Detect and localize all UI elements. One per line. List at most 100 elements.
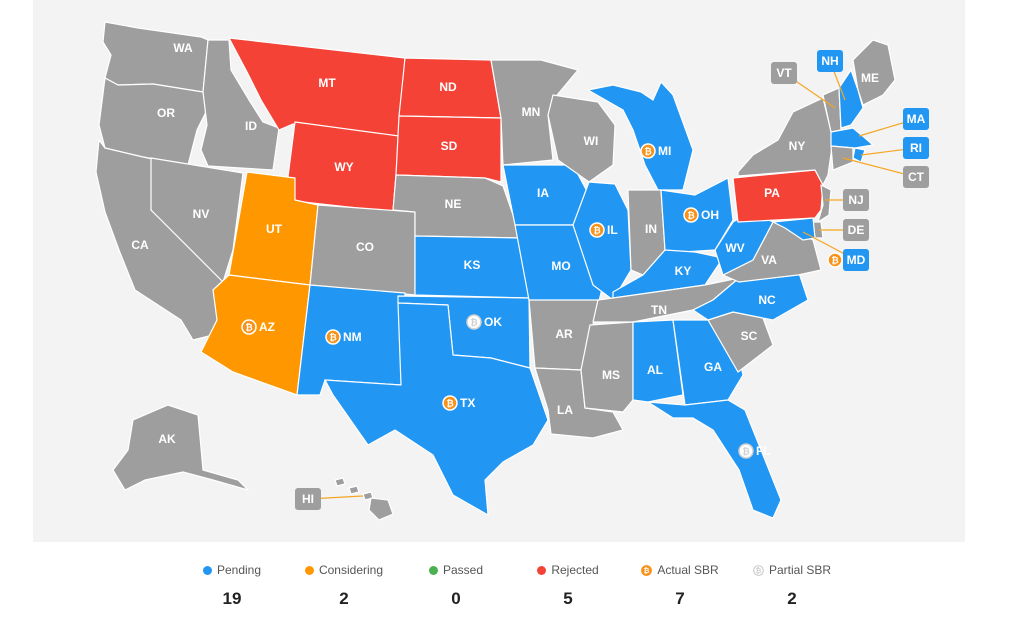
state-label-ky: KY <box>675 264 692 278</box>
state-label-ia: IA <box>537 186 549 200</box>
state-ms[interactable] <box>580 321 634 413</box>
state-label-oh: OH <box>701 208 719 222</box>
legend-key: Considering <box>304 560 384 580</box>
state-label-ut: UT <box>266 222 283 236</box>
state-label-in: IN <box>645 222 657 236</box>
state-nj[interactable] <box>817 184 832 223</box>
svg-text:₿: ₿ <box>644 567 650 575</box>
legend-item-pending[interactable]: Pending 19 <box>176 560 288 620</box>
state-label-ct: CT <box>908 170 925 184</box>
svg-text:₿: ₿ <box>756 567 762 575</box>
svg-text:₿: ₿ <box>644 147 651 158</box>
state-nh[interactable] <box>838 69 864 129</box>
state-label-or: OR <box>157 106 175 120</box>
state-badge-hi[interactable]: HI <box>295 488 321 510</box>
state-or[interactable] <box>98 77 209 166</box>
legend-item-partial-sbr[interactable]: ₿ Partial SBR 2 <box>736 560 848 620</box>
state-tx[interactable] <box>324 302 549 516</box>
bitcoin-icon-oh: ₿ <box>683 207 699 223</box>
state-badge-md[interactable]: MD <box>843 249 869 271</box>
state-nv[interactable] <box>150 157 244 283</box>
passed-dot-icon <box>428 565 438 575</box>
state-mi[interactable] <box>587 81 694 191</box>
state-hi[interactable] <box>334 477 394 521</box>
state-label-de: DE <box>848 223 865 237</box>
state-label-co: CO <box>356 240 374 254</box>
state-label-nd: ND <box>439 80 457 94</box>
state-label-mi: MI <box>658 144 671 158</box>
state-badge-nj[interactable]: NJ <box>843 189 869 211</box>
state-label-md: MD <box>847 253 866 267</box>
legend-item-passed[interactable]: Passed 0 <box>400 560 512 620</box>
legend-label: Rejected <box>551 563 599 577</box>
bitcoin-outline-icon: ₿ <box>753 564 764 576</box>
legend-label: Passed <box>442 563 484 577</box>
state-md[interactable] <box>772 217 816 241</box>
bitcoin-icon: ₿ <box>641 564 653 576</box>
legend-label: Considering <box>318 563 384 577</box>
state-label-mn: MN <box>522 105 541 119</box>
legend-item-considering[interactable]: Considering 2 <box>288 560 400 620</box>
state-label-ks: KS <box>464 258 481 272</box>
state-badge-ct[interactable]: CT <box>903 166 929 188</box>
state-badge-ma[interactable]: MA <box>903 108 929 130</box>
state-badge-vt[interactable]: VT <box>771 62 797 84</box>
state-ny[interactable] <box>737 97 834 186</box>
state-az[interactable] <box>200 274 311 396</box>
legend-count: 7 <box>675 589 685 608</box>
us-map: WA OR CA NV ID MT WY UT ₿ AZ CO ₿ NM ND SD NE KS ₿ OK ₿ TX MN… <box>95 21 929 521</box>
state-ma[interactable] <box>830 127 874 149</box>
state-label-il: IL <box>607 223 618 237</box>
state-label-pa: PA <box>764 186 780 200</box>
legend-count: 2 <box>787 589 797 608</box>
bitcoin-icon-tx: ₿ <box>442 395 458 411</box>
state-badge-de[interactable]: DE <box>843 219 869 241</box>
state-label-id: ID <box>245 119 257 133</box>
svg-text:₿: ₿ <box>742 447 749 458</box>
legend-count: 2 <box>339 589 349 608</box>
state-label-sd: SD <box>441 139 458 153</box>
state-sd[interactable] <box>395 115 502 183</box>
svg-text:₿: ₿ <box>687 211 694 222</box>
legend-key: Rejected <box>537 560 599 580</box>
legend-key: ₿ Partial SBR <box>753 560 831 580</box>
legend-label: Partial SBR <box>768 563 832 577</box>
state-label-hi: HI <box>302 492 314 506</box>
state-wa[interactable] <box>102 21 209 93</box>
bitcoin-icon-il: ₿ <box>589 222 605 238</box>
state-label-mt: MT <box>318 76 336 90</box>
state-ak[interactable] <box>112 404 249 491</box>
state-label-nc: NC <box>758 293 776 307</box>
legend-count: 0 <box>451 589 461 608</box>
state-il[interactable] <box>572 181 632 301</box>
legend-count: 5 <box>563 589 573 608</box>
state-label-va: VA <box>761 253 777 267</box>
state-wi[interactable] <box>547 94 616 183</box>
legend-key: Pending <box>202 560 262 580</box>
state-al[interactable] <box>632 319 684 403</box>
state-id[interactable] <box>200 39 280 171</box>
pending-dot-icon <box>202 565 212 575</box>
state-label-nv: NV <box>193 207 210 221</box>
state-badge-nh[interactable]: NH <box>817 50 843 72</box>
rejected-dot-icon <box>537 565 547 575</box>
state-badge-ri[interactable]: RI <box>903 137 929 159</box>
state-ri[interactable] <box>852 147 866 163</box>
state-label-la: LA <box>557 403 573 417</box>
bitcoin-icon-nm: ₿ <box>325 329 341 345</box>
legend-item-rejected[interactable]: Rejected 5 <box>512 560 624 620</box>
legend-item-actual-sbr[interactable]: ₿ Actual SBR 7 <box>624 560 736 620</box>
state-ct[interactable] <box>830 145 854 171</box>
legend-label: Pending <box>216 563 262 577</box>
legend: Pending 19 Considering 2 Passed 0 Rejected 5 ₿ Ac… <box>176 560 848 620</box>
state-fl[interactable] <box>647 399 782 519</box>
state-label-me: ME <box>861 71 879 85</box>
svg-text:₿: ₿ <box>446 399 453 410</box>
bitcoin-outline-icon-fl: ₿ <box>738 443 754 459</box>
bitcoin-icon-md: ₿ <box>827 252 843 268</box>
state-label-nj: NJ <box>848 193 863 207</box>
svg-text:₿: ₿ <box>593 226 600 237</box>
svg-text:₿: ₿ <box>831 256 838 267</box>
state-label-tn: TN <box>651 303 667 317</box>
state-label-al: AL <box>647 363 663 377</box>
